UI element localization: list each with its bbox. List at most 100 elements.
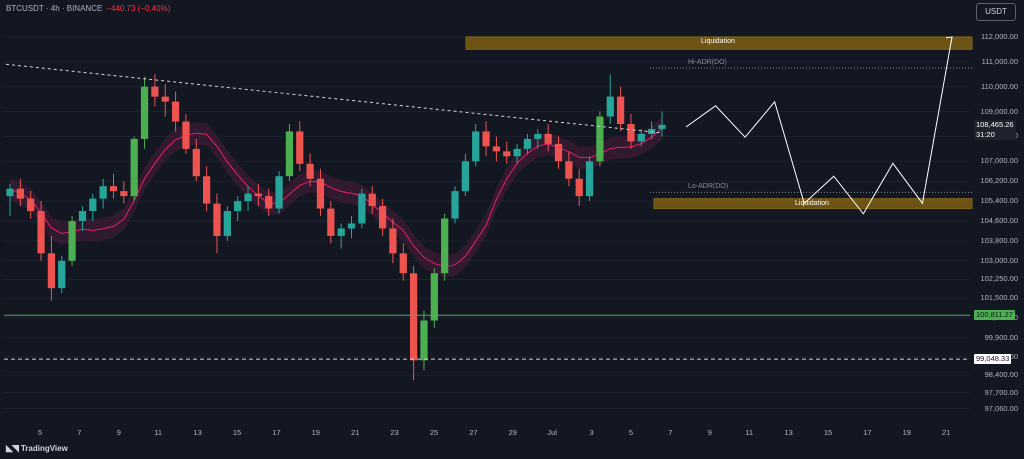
candle	[140, 76, 149, 149]
candle	[472, 123, 480, 167]
date-tick: 19	[311, 428, 320, 437]
symbol-info: BTCUSDT · 4h · BINANCE	[6, 4, 103, 13]
candle	[130, 136, 138, 202]
candle	[534, 128, 542, 149]
candle	[637, 128, 645, 147]
symbol-header: BTCUSDT · 4h · BINANCE −440.73 (−0.40%)	[6, 4, 170, 13]
candle	[47, 235, 56, 301]
candle	[337, 223, 345, 249]
adr-label: Hi-ADR(DO)	[688, 59, 727, 67]
projection-arrowhead	[945, 36, 953, 44]
price-tick: 110,000.00	[981, 81, 1018, 91]
candle	[616, 86, 625, 132]
candle	[596, 111, 604, 167]
liquidation-label: Liquidation	[701, 37, 735, 45]
date-tick: 23	[390, 428, 399, 437]
adr-label: Lo-ADR(DO)	[688, 183, 729, 191]
price-change: −440.73 (−0.40%)	[106, 4, 171, 13]
candle	[68, 216, 76, 266]
trendline	[5, 63, 661, 134]
price-tick: 107,000.00	[980, 156, 1018, 166]
liquidation-label: Liquidation	[795, 199, 829, 207]
candle	[451, 186, 459, 224]
date-tick: 21	[351, 428, 360, 437]
candle	[554, 136, 563, 169]
candle	[492, 136, 501, 162]
candle	[523, 133, 532, 154]
date-tick: 11	[154, 428, 163, 437]
level-tag: 100,811.27	[974, 310, 1015, 321]
candle	[223, 206, 231, 241]
candle	[109, 173, 118, 199]
date-tick: 17	[863, 428, 872, 437]
date-tick: 7	[668, 428, 673, 437]
level-tag: 99,048.33	[974, 354, 1012, 365]
date-tick: 11	[745, 428, 754, 437]
candle-countdown: 31:20	[976, 129, 995, 139]
date-tick: 5	[628, 428, 634, 437]
price-tick: 106,200.00	[980, 176, 1018, 186]
date-tick: 13	[784, 428, 793, 437]
candle	[78, 206, 87, 231]
date-tick: 5	[37, 428, 43, 437]
candle	[368, 186, 376, 214]
candle	[461, 153, 469, 197]
candle	[399, 243, 407, 281]
tradingview-mark-icon: ◣◥	[6, 443, 19, 453]
date-tick: Jul	[547, 428, 557, 437]
candle	[296, 121, 304, 172]
tradingview-logo[interactable]: ◣◥ TradingView	[6, 443, 68, 454]
candle	[378, 198, 387, 236]
candle	[285, 123, 294, 182]
price-tick: 98,400.00	[984, 370, 1018, 380]
projection-path	[685, 36, 953, 215]
date-tick: 9	[116, 428, 121, 437]
price-tick: 104,600.00	[980, 216, 1018, 225]
price-tick: 101,500.00	[980, 293, 1018, 303]
candle	[213, 193, 221, 254]
price-tick: 97,700.00	[984, 387, 1018, 397]
price-tick: 103,800.00	[980, 235, 1018, 245]
candle	[658, 111, 666, 137]
price-tick: 99,900.00	[984, 332, 1018, 342]
candle	[420, 310, 428, 371]
price-tick: 103,000.00	[980, 255, 1018, 265]
candle	[544, 123, 552, 152]
candle	[575, 168, 583, 207]
moving-average-line	[9, 128, 663, 268]
liquidation-zone	[465, 36, 973, 50]
date-tick: 29	[508, 428, 517, 437]
candle	[6, 183, 14, 217]
current-price-tag: 108,465.26 31:20	[974, 119, 1016, 140]
price-tick: 102,250.00	[980, 274, 1018, 284]
date-tick: 13	[193, 428, 202, 437]
liquidation-zone	[653, 198, 973, 210]
date-tick: 15	[232, 428, 242, 437]
candle	[316, 168, 325, 217]
candle	[203, 166, 211, 212]
price-tick: 112,000.00	[981, 31, 1018, 41]
candle	[99, 178, 107, 209]
price-tick: 109,000.00	[980, 106, 1018, 116]
currency-button[interactable]: USDT	[976, 3, 1016, 21]
candle	[171, 91, 180, 132]
date-tick: 9	[707, 428, 712, 437]
candle	[89, 193, 97, 221]
candle	[244, 186, 252, 212]
liquidation-zones	[465, 36, 973, 210]
date-tick: 3	[589, 428, 594, 437]
candle	[482, 121, 490, 157]
candle	[585, 156, 594, 202]
candle	[275, 171, 283, 214]
current-price: 108,465.26	[976, 119, 1014, 129]
candle	[265, 188, 273, 217]
branding-text: TradingView	[20, 444, 68, 453]
reference-lines	[4, 63, 972, 360]
chart-grid	[4, 36, 970, 410]
price-tick: 105,400.00	[980, 196, 1018, 206]
projection-line	[685, 36, 953, 215]
candle	[430, 268, 438, 328]
candle	[58, 255, 66, 294]
candle-series	[6, 74, 666, 381]
